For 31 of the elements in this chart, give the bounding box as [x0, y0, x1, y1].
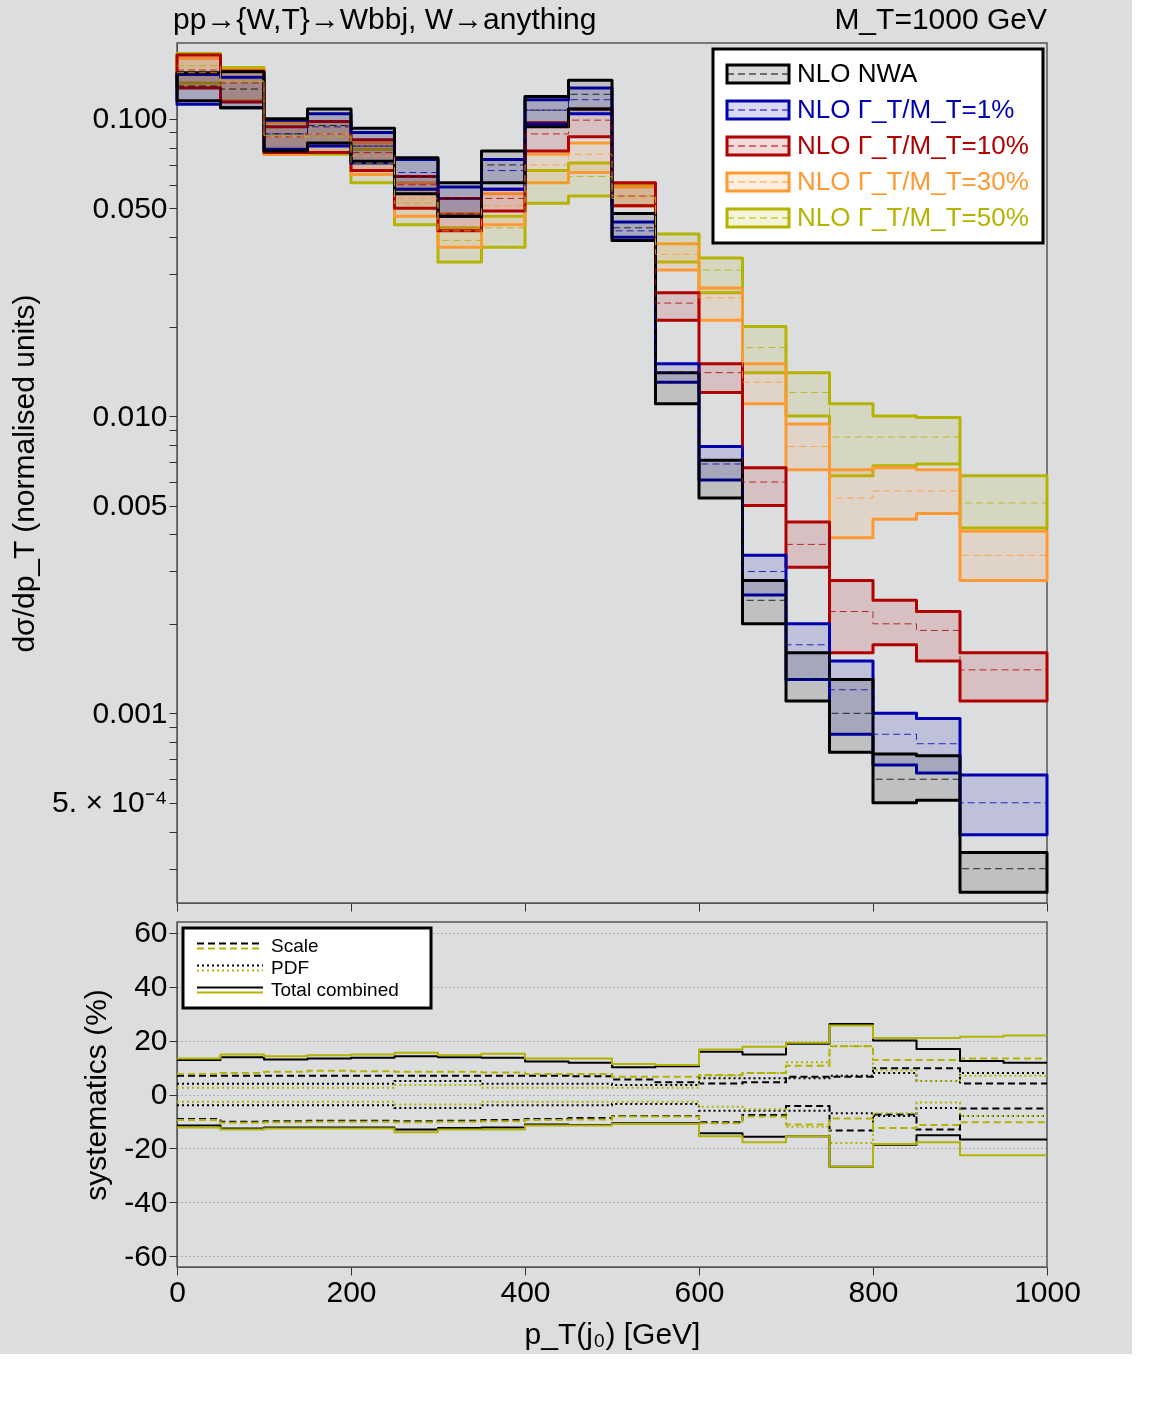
- y-axis-title: dσ/dp_T (normalised units): [7, 294, 41, 653]
- y-tick-label: 0.100: [92, 101, 168, 135]
- y-tick-label: -20: [124, 1130, 168, 1164]
- y-tick-label: -60: [124, 1238, 168, 1272]
- y-tick-label: 40: [134, 969, 168, 1003]
- y-tick-label: 5. × 10⁻⁴: [52, 785, 168, 819]
- legend-label: NLO Γ_T/M_T=1%: [797, 94, 1015, 124]
- x-tick-label: 800: [848, 1274, 899, 1308]
- legend-label: NLO NWA: [797, 58, 919, 88]
- y-tick-label: 0.050: [92, 190, 168, 224]
- x-tick-label: 600: [674, 1274, 725, 1308]
- legend-label: PDF: [271, 957, 309, 978]
- y-tick-label: 0.010: [92, 398, 168, 432]
- text: M_T=1000 GeV: [834, 2, 1047, 35]
- y-tick-label: 0.005: [92, 488, 168, 522]
- x-axis-title: p_T(j₀) [GeV]: [524, 1316, 701, 1350]
- y-tick-label: -40: [124, 1184, 168, 1218]
- y-axis-title: systematics (%): [79, 989, 113, 1201]
- x-tick-label: 200: [326, 1274, 377, 1308]
- legend-label: NLO Γ_T/M_T=50%: [797, 202, 1029, 232]
- legend-label: Total combined: [271, 979, 399, 1000]
- y-tick-label: 20: [134, 1023, 168, 1057]
- y-tick-label: 0: [150, 1077, 168, 1110]
- legend-label: Scale: [271, 935, 319, 956]
- x-tick-label: 1000: [1014, 1274, 1081, 1308]
- legend-label: NLO Γ_T/M_T=10%: [797, 130, 1029, 160]
- y-tick-label: 0.001: [92, 695, 168, 729]
- y-tick-label: 60: [134, 915, 168, 949]
- chart-title: pp→{W,T}→Wbbj, W→anything: [173, 2, 597, 35]
- legend-label: NLO Γ_T/M_T=30%: [797, 166, 1029, 196]
- x-tick-label: 400: [500, 1274, 551, 1308]
